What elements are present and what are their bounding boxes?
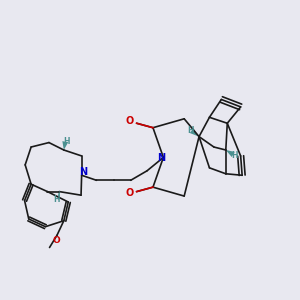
Polygon shape [226, 150, 235, 157]
Text: H: H [232, 151, 238, 160]
Text: O: O [52, 236, 60, 244]
Polygon shape [190, 128, 199, 136]
Text: H: H [63, 137, 69, 146]
Text: H: H [188, 126, 194, 135]
Text: H: H [53, 195, 60, 204]
Text: N: N [157, 153, 165, 163]
Text: N: N [79, 167, 87, 177]
Polygon shape [62, 141, 68, 150]
Text: O: O [126, 188, 134, 198]
Text: O: O [126, 116, 134, 127]
